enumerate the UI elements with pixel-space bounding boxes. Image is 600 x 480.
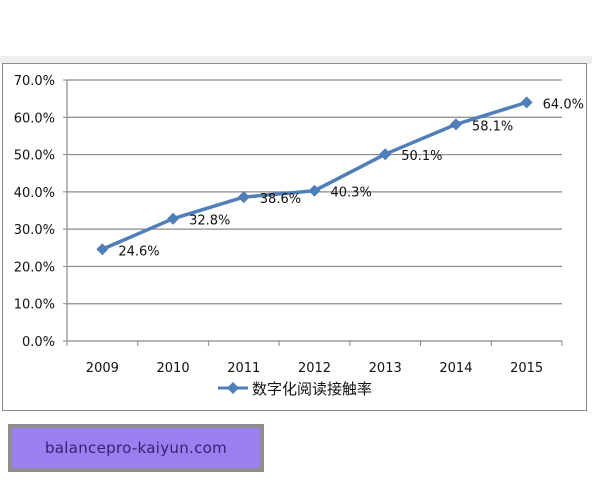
y-tick-label: 50.0% (14, 149, 55, 164)
data-series: 24.6% 32.8% 38.6% 40.3% 50.1% 58.1% 64.0% (96, 96, 584, 259)
data-point-diamond-icon (449, 118, 462, 131)
y-tick-label: 20.0% (14, 260, 55, 275)
x-tick-label: 2009 (86, 361, 119, 376)
y-tick-label: 0.0% (22, 335, 55, 350)
top-strip (0, 56, 592, 64)
data-point-diamond-icon (379, 148, 392, 161)
data-label: 38.6% (260, 192, 301, 207)
x-tick-label: 2011 (227, 361, 260, 376)
data-point-diamond-icon (96, 243, 109, 256)
x-tick-label: 2013 (369, 361, 402, 376)
data-label: 24.6% (118, 244, 159, 259)
x-tick-label: 2010 (157, 361, 190, 376)
watermark-banner: balancepro-kaiyun.com (8, 424, 264, 472)
y-tick-label: 30.0% (14, 223, 55, 238)
series-line (101, 100, 528, 251)
data-label: 50.1% (401, 149, 442, 164)
gridlines (67, 79, 562, 305)
data-label: 58.1% (472, 119, 513, 134)
legend-label: 数字化阅读接触率 (252, 380, 372, 398)
data-point-diamond-icon (237, 191, 250, 204)
x-tick-label: 2015 (510, 361, 543, 376)
x-tick-label: 2014 (439, 361, 472, 376)
legend-diamond-icon (227, 382, 239, 394)
legend: 数字化阅读接触率 (218, 380, 372, 398)
data-label: 40.3% (331, 186, 372, 201)
watermark-text: balancepro-kaiyun.com (44, 439, 228, 457)
y-tick-label: 60.0% (14, 111, 55, 126)
x-tick-label: 2012 (298, 361, 331, 376)
data-point-diamond-icon (520, 96, 533, 109)
data-point-diamond-icon (167, 212, 180, 225)
chart-frame (2, 63, 587, 411)
y-tick-label: 70.0% (14, 74, 55, 89)
data-label: 64.0% (543, 97, 584, 112)
x-axis: 2009 2010 2011 2012 2013 2014 2015 (66, 340, 563, 376)
y-axis: 0.0% 10.0% 20.0% 30.0% 40.0% 50.0% 60.0% 70.0% (14, 74, 68, 350)
y-tick-label: 10.0% (14, 298, 55, 313)
y-tick-label: 40.0% (14, 186, 55, 201)
data-point-diamond-icon (308, 184, 321, 197)
data-label: 32.8% (189, 214, 230, 229)
